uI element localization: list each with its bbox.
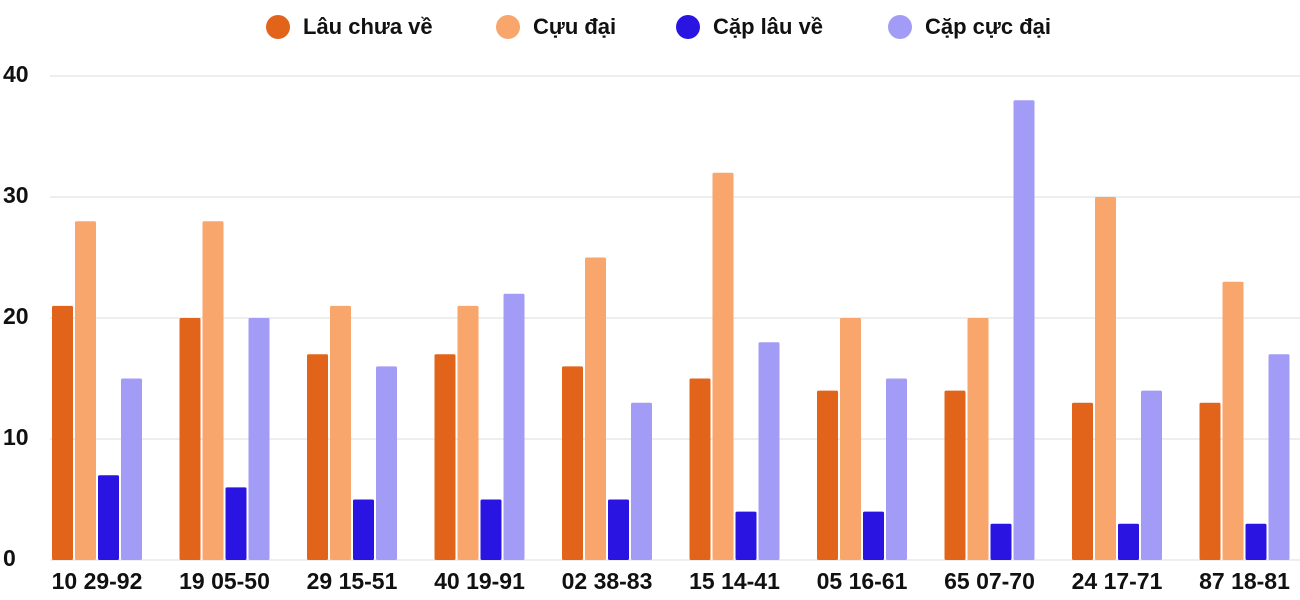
- bar: [202, 221, 224, 560]
- bar: [1268, 354, 1290, 560]
- bar: [1245, 523, 1267, 560]
- bar: [52, 305, 73, 560]
- bar: [248, 318, 270, 560]
- bar: [98, 475, 119, 560]
- bar: [758, 342, 780, 560]
- bar: [376, 366, 397, 560]
- bar: [1141, 390, 1162, 560]
- bar: [457, 305, 479, 560]
- bar: [330, 305, 351, 560]
- x-tick-label: 10 29-92: [52, 568, 143, 594]
- x-tick-label: 65 07-70: [944, 568, 1035, 594]
- x-tick-label: 87 18-81: [1199, 568, 1290, 594]
- bar: [562, 366, 583, 560]
- bar: [585, 257, 606, 560]
- bar: [689, 378, 711, 560]
- bar: [1013, 100, 1035, 560]
- legend-swatch: [266, 15, 290, 39]
- bar: [735, 511, 757, 560]
- legend-swatch: [888, 15, 912, 39]
- bar: [944, 390, 966, 560]
- y-tick-label: 30: [3, 182, 29, 208]
- legend-label: Cặp cực đại: [925, 14, 1051, 39]
- y-tick-label: 40: [3, 61, 29, 87]
- bar: [480, 499, 502, 560]
- x-tick-label: 15 14-41: [689, 568, 780, 594]
- bar: [75, 221, 96, 560]
- x-tick-label: 40 19-91: [434, 568, 525, 594]
- legend-label: Cặp lâu về: [713, 14, 823, 39]
- legend-label: Lâu chưa về: [303, 14, 433, 39]
- bar: [179, 318, 201, 560]
- y-tick-label: 10: [3, 424, 29, 450]
- bar: [503, 293, 525, 560]
- bar: [712, 172, 734, 561]
- bar: [121, 378, 142, 560]
- bar: [1095, 197, 1116, 560]
- bar: [1118, 523, 1139, 560]
- x-tick-label: 24 17-71: [1072, 568, 1163, 594]
- bar: [434, 354, 456, 560]
- x-tick-label: 29 15-51: [307, 568, 398, 594]
- bar: [1072, 402, 1093, 560]
- bar: [631, 402, 652, 560]
- x-tick-label: 05 16-61: [817, 568, 908, 594]
- legend-label: Cựu đại: [533, 14, 616, 39]
- bar: [990, 523, 1012, 560]
- bar: [225, 487, 247, 560]
- x-tick-label: 19 05-50: [179, 568, 270, 594]
- bar: [967, 318, 989, 560]
- bar: [1199, 402, 1221, 560]
- y-tick-label: 20: [3, 303, 29, 329]
- bar: [840, 318, 861, 560]
- bar: [886, 378, 907, 560]
- bar: [863, 511, 884, 560]
- legend-swatch: [496, 15, 520, 39]
- bar: [817, 390, 838, 560]
- legend-swatch: [676, 15, 700, 39]
- bar: [1222, 281, 1244, 560]
- x-tick-label: 02 38-83: [562, 568, 653, 594]
- bar: [353, 499, 374, 560]
- bar: [307, 354, 328, 560]
- bar: [608, 499, 629, 560]
- y-tick-label: 0: [3, 545, 16, 571]
